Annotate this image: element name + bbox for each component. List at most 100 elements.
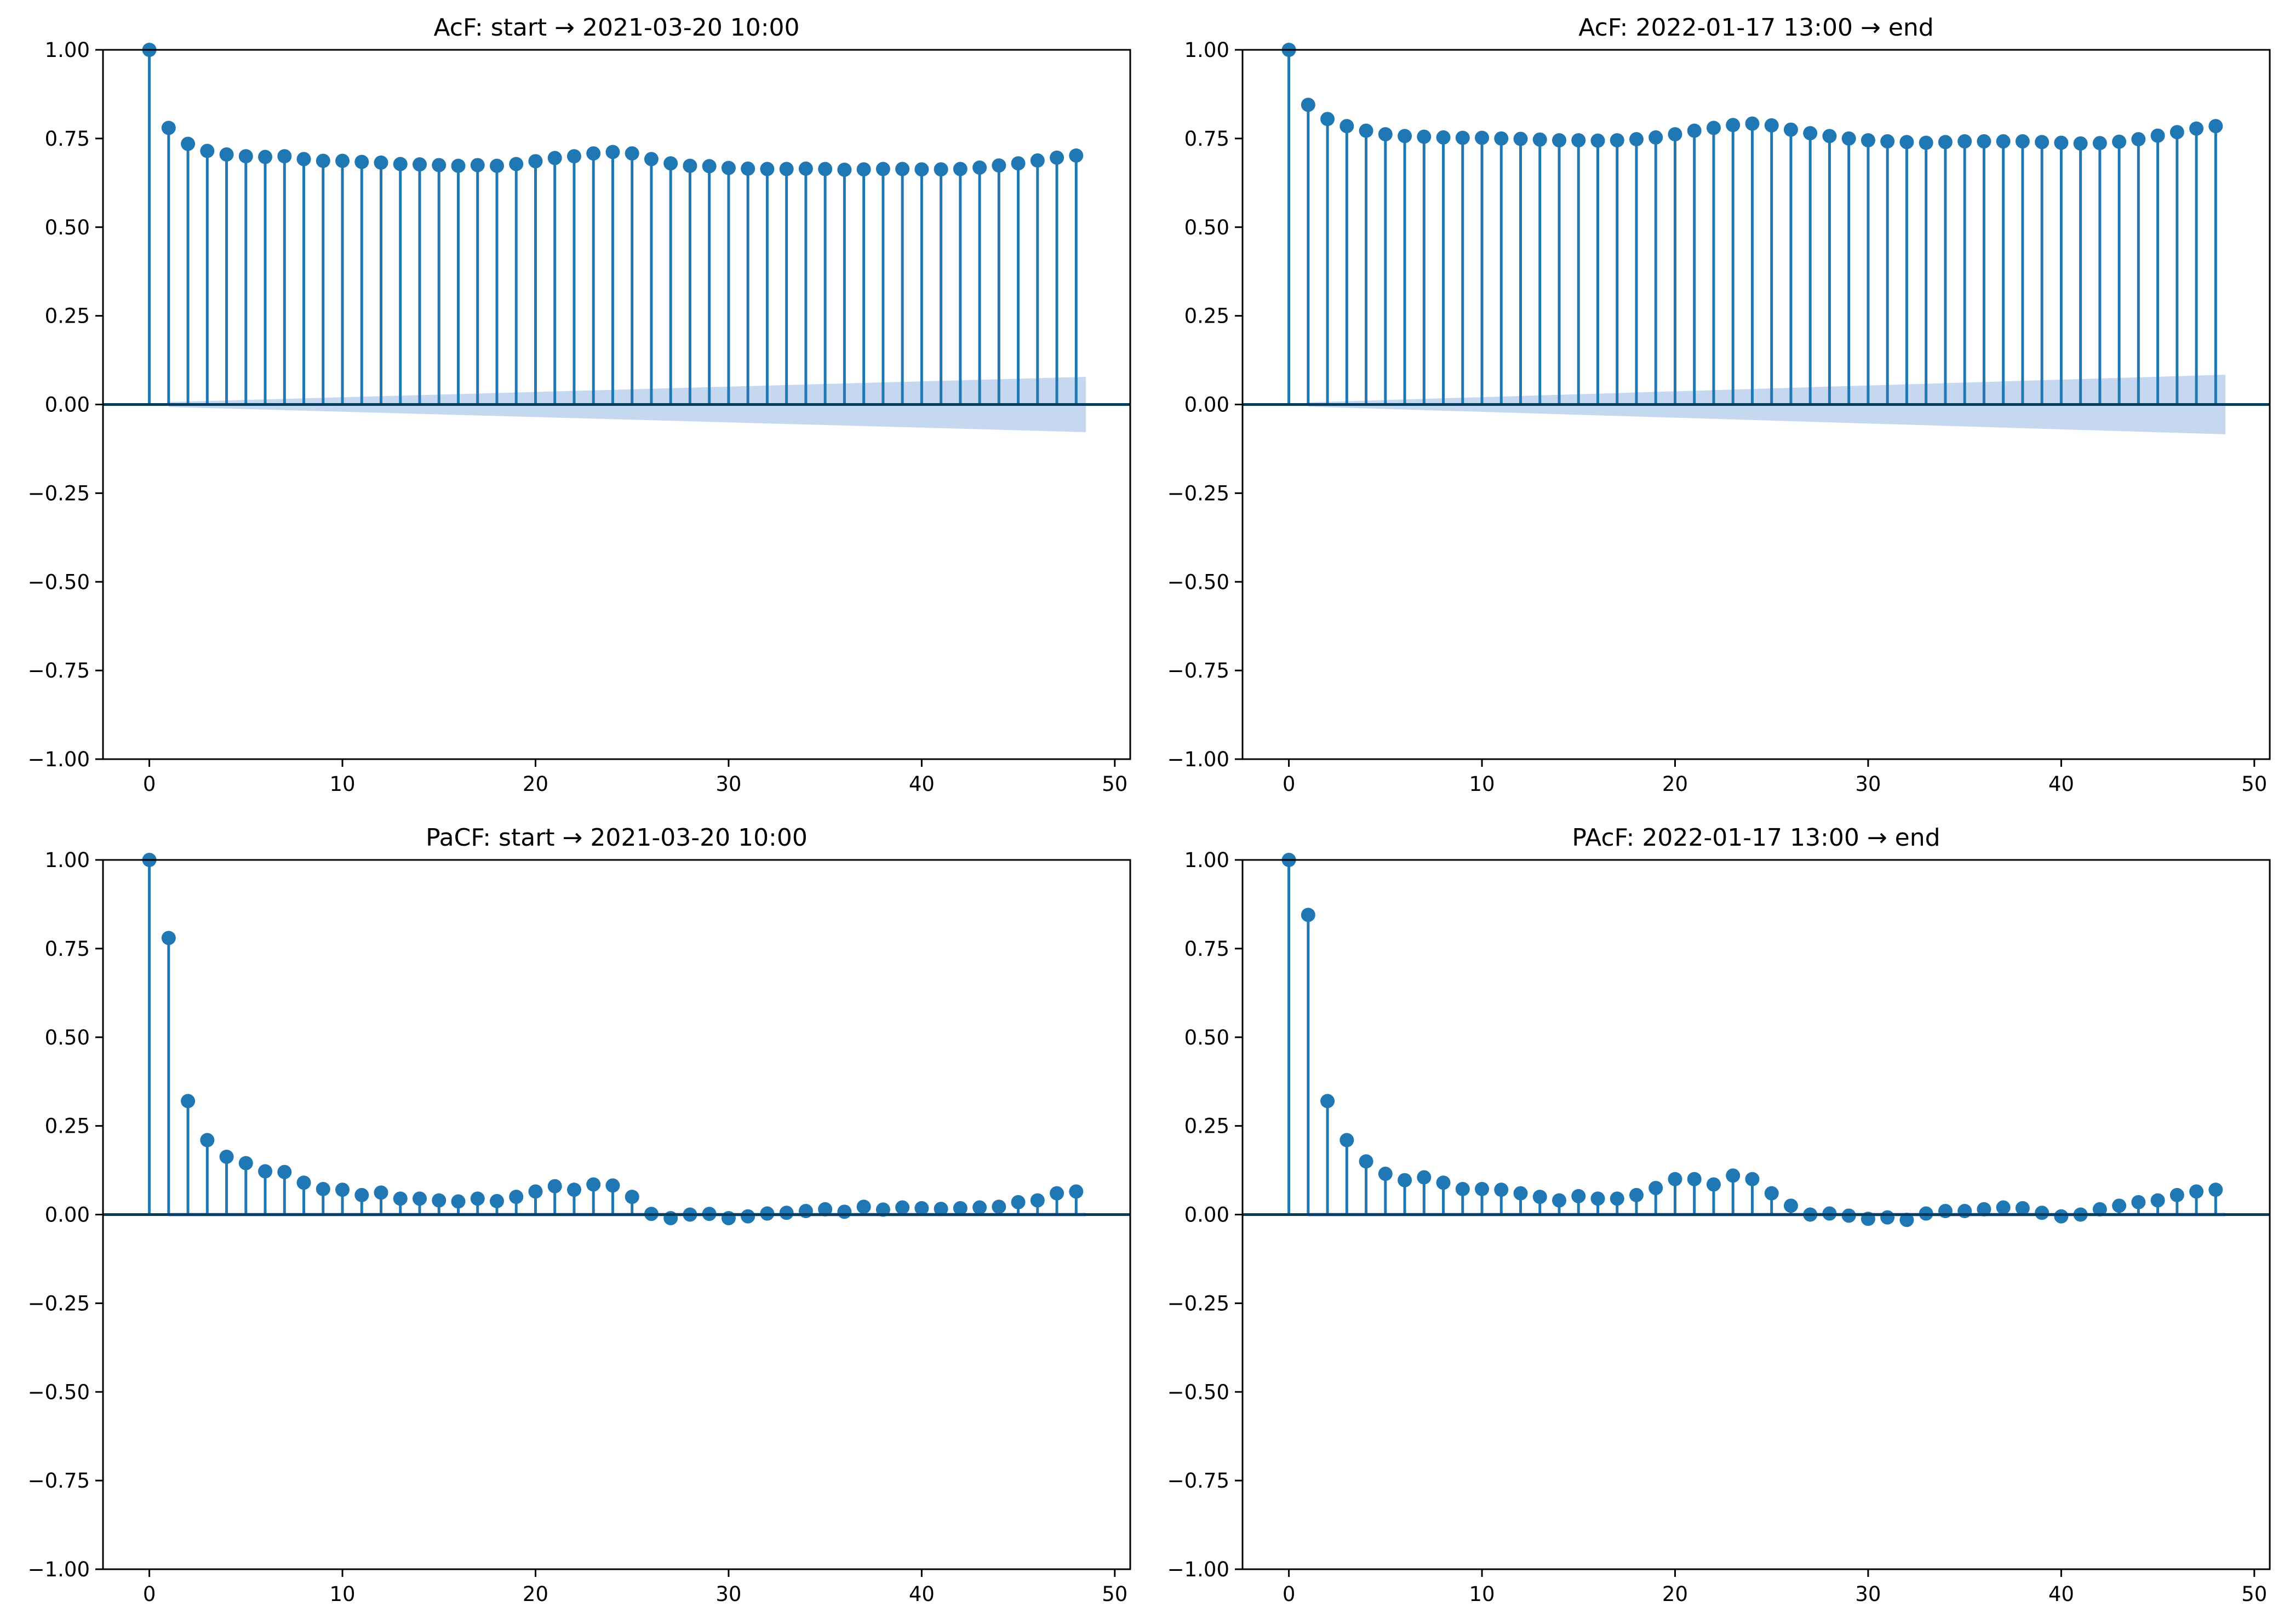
acf-panel-first-period-ytick-label-7: 0.75 — [45, 127, 90, 151]
acf-panel-second-period-marker-lag-9 — [1455, 130, 1470, 145]
acf-panel-second-period-marker-lag-29 — [1841, 131, 1856, 146]
acf-panel-second-period-marker-lag-3 — [1340, 119, 1354, 134]
pacf-panel-first-period-marker-lag-24 — [605, 1178, 620, 1193]
pacf-panel-second-period-marker-lag-38 — [2015, 1201, 2030, 1215]
acf-panel-second-period-marker-lag-35 — [1957, 134, 1972, 149]
pacf-panel-first-period-marker-lag-37 — [856, 1200, 871, 1214]
pacf-panel-first-period-marker-lag-10 — [335, 1183, 350, 1197]
acf-panel-second-period-ytick-label-8: 1.00 — [1184, 38, 1229, 62]
pacf-panel-first-period-marker-lag-35 — [818, 1202, 833, 1216]
acf-panel-second-period-marker-lag-40 — [2054, 135, 2069, 150]
pacf-panel-second-period-xtick-label-50: 50 — [2241, 1582, 2267, 1606]
pacf-panel-first-period-ytick-label-5: 0.25 — [45, 1115, 90, 1138]
acf-panel-second-period-ytick-label-4: 0.00 — [1184, 393, 1229, 417]
pacf-panel-second-period-marker-lag-19 — [1648, 1180, 1663, 1195]
acf-panel-first-period-marker-lag-18 — [489, 158, 504, 173]
pacf-panel-second-period-marker-lag-8 — [1436, 1175, 1451, 1190]
acf-panel-first-period-ytick-label-4: 0.00 — [45, 393, 90, 417]
acf-panel-first-period-marker-lag-42 — [953, 162, 968, 176]
acf-panel-first-period-marker-lag-24 — [605, 145, 620, 159]
acf-panel-first-period-marker-lag-4 — [219, 147, 234, 162]
pacf-panel-first-period-xtick-label-50: 50 — [1102, 1582, 1127, 1606]
pacf-panel-first-period-marker-lag-42 — [953, 1201, 968, 1215]
pacf-panel-first-period-marker-lag-41 — [934, 1202, 948, 1216]
acf-panel-second-period-marker-lag-15 — [1571, 133, 1586, 148]
acf-panel-first-period-marker-lag-32 — [760, 162, 775, 176]
pacf-panel-first-period-marker-lag-46 — [1030, 1193, 1045, 1208]
acf-panel-first-period-xtick-label-10: 10 — [329, 772, 355, 796]
acf-panel-second-period-marker-lag-33 — [1919, 135, 1933, 150]
acf-panel-first-period-ytick-label-3: −0.25 — [28, 481, 90, 505]
acf-panel-first-period-marker-lag-46 — [1030, 153, 1045, 168]
acf-panel-second-period-marker-lag-27 — [1803, 126, 1818, 141]
acf-panel-second-period-marker-lag-24 — [1745, 116, 1760, 131]
pacf-panel-first-period-xtick-label-10: 10 — [329, 1582, 355, 1606]
pacf-panel-first-period-ytick-label-6: 0.50 — [45, 1026, 90, 1049]
acf-panel-second-period-marker-lag-6 — [1398, 129, 1412, 144]
pacf-panel-first-period-xtick-label-0: 0 — [143, 1582, 156, 1606]
pacf-panel-first-period-marker-lag-2 — [181, 1094, 196, 1109]
pacf-panel-second-period-marker-lag-35 — [1957, 1204, 1972, 1219]
pacf-panel-first-period-marker-lag-15 — [432, 1193, 447, 1208]
pacf-panel-second-period-ytick-label-0: −1.00 — [1167, 1558, 1229, 1581]
pacf-panel-first-period-marker-lag-47 — [1050, 1186, 1064, 1201]
pacf-panel-first-period-marker-lag-27 — [663, 1210, 678, 1225]
pacf-panel-second-period-ytick-label-7: 0.75 — [1184, 937, 1229, 961]
acf-panel-second-period-marker-lag-37 — [1996, 134, 2011, 149]
acf-panel-first-period-marker-lag-48 — [1069, 148, 1084, 163]
acf-panel-first-period-marker-lag-10 — [335, 153, 350, 168]
pacf-panel-second-period-marker-lag-44 — [2131, 1195, 2146, 1209]
pacf-panel-second-period-marker-lag-20 — [1668, 1172, 1682, 1186]
acf-panel-first-period-marker-lag-38 — [875, 162, 890, 176]
acf-panel-second-period-marker-lag-43 — [2112, 134, 2127, 149]
acf-panel-first-period-xtick-label-50: 50 — [1102, 772, 1127, 796]
acf-panel-first-period-marker-lag-8 — [296, 152, 311, 167]
pacf-panel-first-period-ytick-label-4: 0.00 — [45, 1203, 90, 1227]
pacf-panel-second-period-marker-lag-2 — [1320, 1094, 1335, 1109]
acf-panel-first-period-marker-lag-27 — [663, 156, 678, 171]
acf-panel-first-period-xtick-label-20: 20 — [523, 772, 548, 796]
pacf-panel-second-period-marker-lag-45 — [2150, 1193, 2165, 1208]
pacf-panel-first-period-ytick-label-8: 1.00 — [45, 848, 90, 872]
pacf-panel-second-period-marker-lag-17 — [1610, 1191, 1624, 1206]
pacf-panel-first-period-ytick-label-3: −0.25 — [28, 1292, 90, 1315]
acf-panel-first-period-marker-lag-1 — [161, 120, 176, 135]
acf-panel-second-period: AcF: 2022-01-17 13:00 → end 0 10 20 30 40 50 −… — [1167, 14, 2271, 796]
acf-panel-first-period-ytick-label-1: −0.75 — [28, 659, 90, 682]
pacf-panel-second-period-ytick-label-3: −0.25 — [1167, 1292, 1229, 1315]
acf-panel-second-period-marker-lag-39 — [2035, 135, 2050, 150]
acf-panel-second-period-xtick-label-10: 10 — [1469, 772, 1495, 796]
acf-panel-second-period-marker-lag-12 — [1513, 131, 1528, 146]
pacf-panel-first-period-marker-lag-33 — [779, 1206, 794, 1220]
acf-panel-first-period-ytick-label-5: 0.25 — [45, 305, 90, 328]
acf-panel-first-period-marker-lag-3 — [200, 144, 215, 158]
acf-panel-second-period-xtick-label-40: 40 — [2048, 772, 2074, 796]
pacf-panel-first-period-marker-lag-25 — [625, 1190, 639, 1204]
pacf-panel-second-period-marker-lag-24 — [1745, 1172, 1760, 1186]
acf-panel-second-period-marker-lag-23 — [1726, 118, 1741, 133]
pacf-panel-second-period-marker-lag-39 — [2035, 1206, 2050, 1220]
acf-panel-first-period-marker-lag-40 — [914, 162, 929, 177]
acf-panel-second-period-marker-lag-13 — [1532, 132, 1547, 147]
acf-panel-first-period-xtick-label-30: 30 — [715, 772, 741, 796]
acf-panel-second-period-xtick-label-0: 0 — [1283, 772, 1296, 796]
acf-panel-second-period-marker-lag-14 — [1552, 133, 1567, 148]
acf-panel-first-period-marker-lag-11 — [354, 154, 369, 169]
acf-panel-first-period-marker-lag-13 — [393, 157, 408, 171]
acf-panel-second-period-marker-lag-16 — [1590, 133, 1605, 148]
pacf-panel-first-period-marker-lag-13 — [393, 1191, 408, 1206]
pacf-panel-second-period-marker-lag-10 — [1475, 1181, 1490, 1196]
acf-panel-first-period-marker-lag-45 — [1011, 156, 1026, 171]
pacf-panel-second-period-marker-lag-37 — [1996, 1200, 2011, 1215]
acf-panel-second-period-title: AcF: 2022-01-17 13:00 → end — [1578, 14, 1933, 42]
pacf-panel-second-period-marker-lag-7 — [1417, 1170, 1432, 1185]
acf-panel-second-period-marker-lag-45 — [2150, 128, 2165, 143]
acf-panel-second-period-marker-lag-30 — [1861, 133, 1875, 148]
acf-panel-first-period-marker-lag-34 — [798, 161, 813, 176]
pacf-panel-second-period-marker-lag-22 — [1706, 1177, 1721, 1192]
acf-panel-first-period-marker-lag-43 — [972, 160, 987, 175]
acf-panel-first-period-marker-lag-35 — [818, 162, 833, 176]
pacf-panel-first-period-marker-lag-12 — [374, 1185, 388, 1200]
pacf-panel-first-period-marker-lag-48 — [1069, 1184, 1084, 1199]
pacf-panel-second-period-marker-lag-34 — [1938, 1204, 1953, 1219]
